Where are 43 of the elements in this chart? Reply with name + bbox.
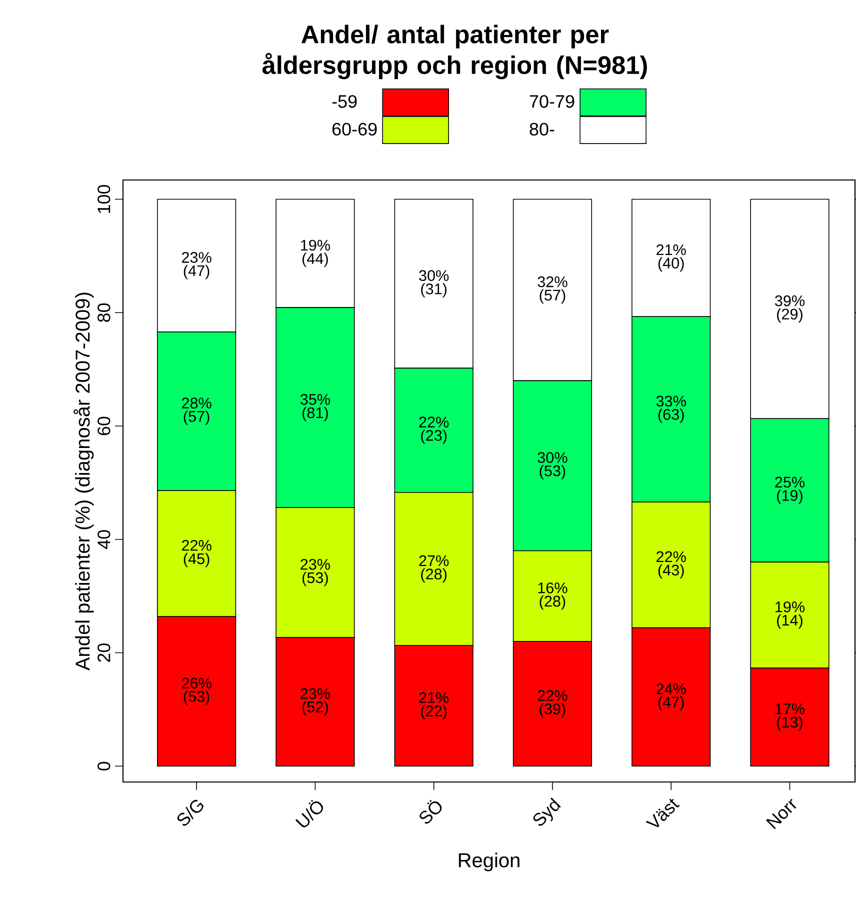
data-label: 19% (44) — [301, 240, 330, 268]
x-axis-title: Region — [458, 852, 520, 872]
data-label: 35% (81) — [300, 394, 330, 422]
data-label: 24% (47) — [656, 683, 686, 711]
data-label: 22% (39) — [538, 690, 568, 718]
data-label: 30% (31) — [419, 270, 449, 298]
x-tick-label: Väst — [646, 798, 680, 828]
legend-label: 80- — [530, 122, 554, 136]
data-label: 22% (43) — [656, 551, 686, 579]
data-label: 30% (53) — [538, 452, 568, 480]
data-label: 28% (57) — [182, 398, 212, 425]
x-tick-label: SÖ — [420, 800, 442, 824]
data-label: 33% (63) — [656, 396, 686, 423]
data-label: 16% (28) — [538, 582, 568, 610]
data-label: 25% (19) — [775, 476, 805, 504]
data-label: 22% (45) — [182, 540, 212, 568]
x-tick-label: Norr — [766, 798, 796, 830]
x-tick-label: U/Ö — [295, 800, 323, 828]
chart-title: Andel/ antal patienter per åldersgrupp och region (N=981) — [262, 24, 647, 80]
data-label: 23% (53) — [300, 558, 330, 586]
data-label: 26% (53) — [182, 678, 212, 705]
y-tick-label: 100 — [98, 184, 110, 213]
legend-label: -59 — [332, 95, 357, 108]
y-axis-title: Andel patienter (%) (diagnosår 2007-2009) — [73, 292, 94, 671]
data-label: 17% (13) — [776, 704, 805, 731]
data-label: 22% (23) — [419, 416, 449, 444]
legend-label: 70-79 — [530, 95, 574, 108]
data-label: 39% (29) — [774, 295, 805, 323]
data-label: 27% (28) — [419, 555, 449, 582]
y-tick-label: 80 — [98, 303, 110, 322]
x-tick-label: S/G — [177, 800, 204, 826]
legend-label: 60-69 — [332, 122, 377, 136]
x-tick-label: Syd — [533, 798, 561, 826]
y-tick-label: 40 — [98, 530, 110, 549]
data-label: 23% (47) — [182, 252, 212, 280]
data-label: 32% (57) — [538, 276, 568, 304]
data-label: 19% (14) — [776, 601, 805, 629]
data-label: 21% (40) — [656, 244, 686, 272]
data-label: 23% (52) — [300, 688, 330, 716]
y-tick-label: 0 — [98, 762, 110, 770]
y-tick-label: 60 — [98, 416, 110, 436]
data-label: 21% (22) — [419, 692, 449, 720]
y-tick-label: 20 — [98, 643, 110, 662]
